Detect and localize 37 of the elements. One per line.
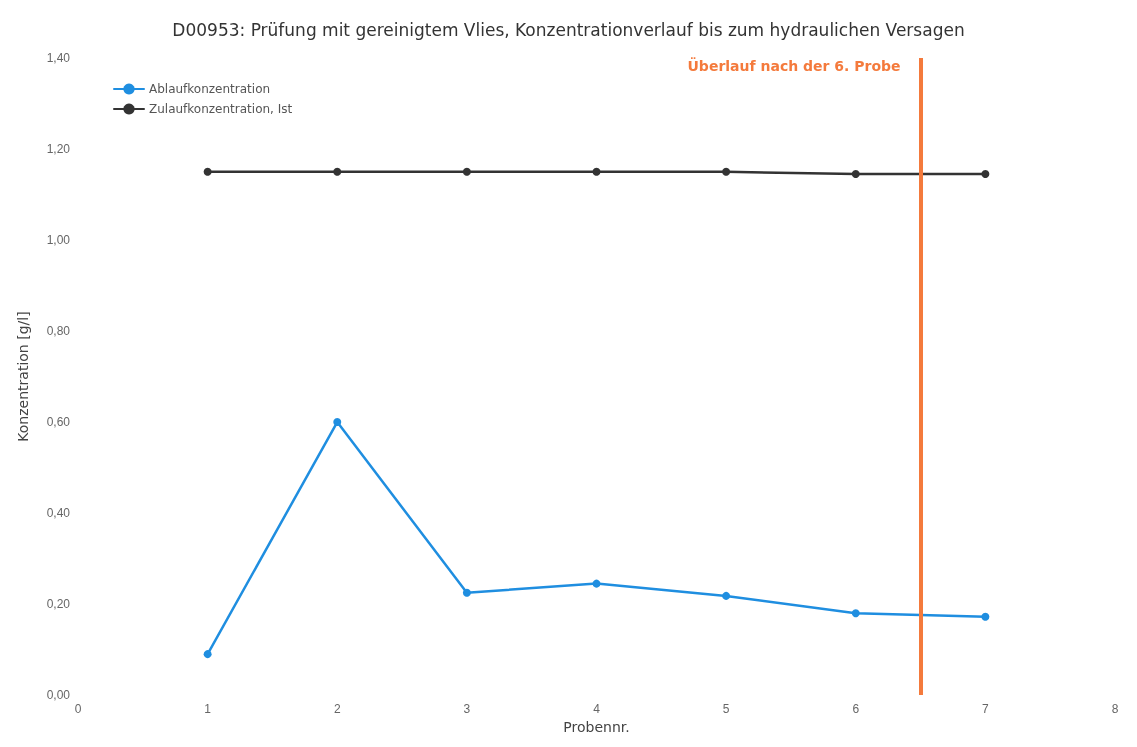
x-tick-label: 7	[982, 702, 990, 717]
point	[722, 167, 731, 176]
x-tick-label: 4	[593, 702, 601, 717]
point	[333, 167, 342, 176]
point	[462, 167, 471, 176]
y-tick-label: 0,00	[46, 688, 71, 703]
point	[592, 167, 601, 176]
point	[722, 591, 731, 600]
y-tick-label: 0,80	[46, 324, 71, 339]
point	[462, 588, 471, 597]
legend-label: Zulaufkonzentration, Ist	[149, 102, 293, 116]
point	[333, 418, 342, 427]
chart-title: D00953: Prüfung mit gereinigtem Vlies, Konzentrationverlauf bis zum hydraulichen Versagen	[172, 19, 965, 40]
point	[203, 650, 212, 659]
point	[851, 170, 860, 179]
y-tick-label: 1,00	[46, 233, 71, 248]
y-tick-label: 0,40	[46, 506, 71, 521]
y-tick-label: 1,40	[46, 51, 71, 65]
x-axis-title: Probennr.	[563, 719, 630, 735]
y-axis-title: Konzentration [g/l]	[15, 311, 31, 442]
point	[981, 612, 990, 621]
x-tick-label: 5	[722, 702, 730, 717]
y-tick-label: 0,60	[46, 415, 71, 430]
point	[203, 167, 212, 176]
x-tick-label: 0	[74, 702, 82, 717]
y-tick-label: 1,20	[46, 142, 71, 157]
x-tick-label: 6	[852, 702, 860, 717]
point	[851, 609, 860, 618]
x-tick-label: 1	[204, 702, 212, 717]
point	[981, 170, 990, 179]
ref-line-label: Überlauf nach der 6. Probe	[687, 57, 901, 74]
x-tick-label: 3	[463, 702, 471, 717]
legend-label: Ablaufkonzentration	[149, 82, 271, 96]
y-tick-label: 0,20	[46, 597, 71, 612]
x-tick-label: 8	[1111, 702, 1119, 717]
x-tick-label: 2	[333, 702, 341, 717]
point	[592, 579, 601, 588]
